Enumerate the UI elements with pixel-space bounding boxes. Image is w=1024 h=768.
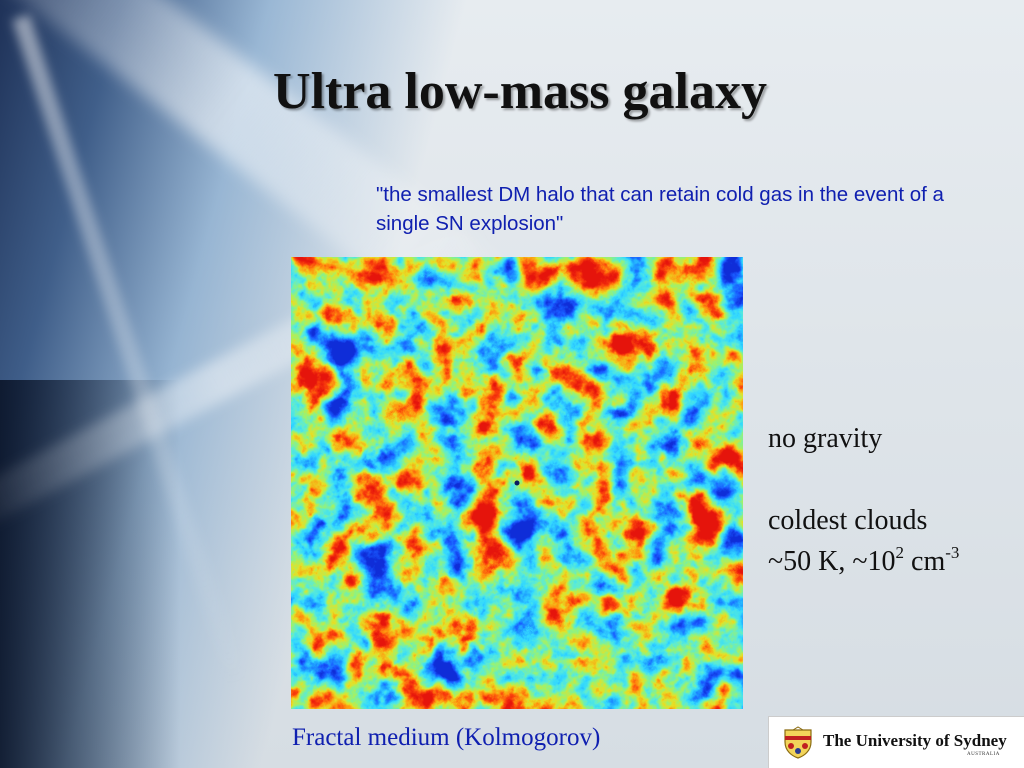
university-subtitle: AUSTRALIA [967,752,1000,757]
fractal-density-map [291,257,743,709]
note-exp-minus3: -3 [945,543,960,562]
figure-caption: Fractal medium (Kolmogorov) [292,724,601,751]
crest-icon [784,726,812,759]
university-name: The University of Sydney [823,731,1007,750]
note-temperature-density: ~50 K, ~102 cm-3 [768,541,959,582]
quote-text: "the smallest DM halo that can retain co… [376,183,944,235]
note-no-gravity: no gravity [768,423,883,454]
note-temp-prefix: ~50 K, ~10 [768,546,896,577]
note-coldest-clouds: coldest clouds [768,505,928,536]
note-exp-2: 2 [895,543,905,562]
note-unit: cm [904,546,946,577]
background-shade [0,380,180,768]
center-marker [514,480,520,486]
notes-block: no gravity coldest clouds ~50 K, ~102 cm… [768,418,959,582]
note-spacer [768,459,959,500]
slide-title: Ultra low-mass galaxy [273,63,767,120]
university-logo: The University of Sydney AUSTRALIA [768,716,1024,768]
